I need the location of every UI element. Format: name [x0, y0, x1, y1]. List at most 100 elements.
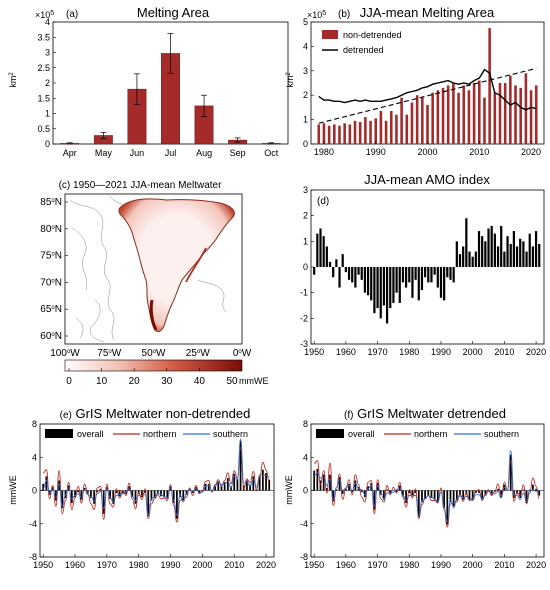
overall-bar-1994 [452, 490, 455, 507]
overall-bar-1968 [370, 483, 373, 491]
amo-bar-1982 [414, 267, 417, 280]
overall-bar-2003 [481, 490, 484, 500]
bar-2018 [519, 87, 522, 144]
overall-bar-1993 [449, 490, 452, 503]
overall-bar-2014 [246, 480, 248, 491]
panel-d-x-tick-label: 1950 [304, 347, 324, 357]
bar-1990 [374, 118, 378, 144]
bar-1996 [405, 114, 409, 144]
overall-bar-2007 [223, 482, 226, 491]
amo-bar-1967 [366, 267, 370, 296]
panel-f-yticks: -8 -4 0 4 8 [300, 419, 314, 562]
overall-bar-1978 [402, 490, 404, 497]
amo-bar-2015 [519, 238, 522, 267]
x-tick-label-sep: Sep [230, 148, 246, 158]
amo-bar-1996 [458, 254, 462, 267]
bar-1995 [400, 97, 403, 144]
overall-bar-1950 [42, 483, 45, 491]
overall-bar-1976 [395, 490, 398, 493]
overall-bar-1951 [316, 468, 319, 491]
panel-a-bars [60, 33, 281, 145]
panel-b-y-tick-label: 0 [303, 139, 308, 149]
longitude-label-50: 50oW [142, 348, 166, 359]
panel-b-y-tick-label: 1 [303, 115, 308, 125]
colorbar-ticks: 0 10 20 30 40 50 [66, 368, 238, 387]
bar-1979 [317, 124, 321, 144]
panel-e-x-tick-label: 1960 [65, 560, 85, 570]
x-tick-label-jun: Jun [130, 148, 145, 158]
colorbar-tick-label: 0 [66, 376, 72, 387]
panel-c-meltwater-map: (c) 1950—2021 JJA-mean Meltwater 60oN 65o… [40, 180, 268, 387]
panel-b-x-tick-label: 2020 [521, 147, 541, 157]
overall-bar-1960 [74, 490, 76, 498]
bar-2009 [472, 83, 476, 144]
x-tick-label-apr: Apr [63, 148, 77, 158]
overall-bar-1999 [468, 490, 471, 501]
panel-a-y-tick-label: 2 [45, 78, 50, 88]
panel-a-melting-area: Melting Area (a) ×105 km2 0 0.5 1 1.5 2 2.5 3 3… [8, 5, 289, 158]
colorbar-tick-label: 20 [129, 376, 141, 387]
panel-e-x-tick-label: 2000 [192, 560, 212, 570]
panel-b-y-tick-label: 4 [303, 41, 308, 51]
overall-bar-2019 [261, 469, 264, 491]
panel-f-x-tick-label: 2020 [526, 560, 546, 570]
panel-c-latitude-ticks: 60oN 65oN 70oN 75oN 80oN 85oN [40, 197, 68, 342]
overall-bar-1988 [433, 490, 436, 500]
panel-e-x-tick-label: 2010 [224, 560, 244, 570]
amo-bar-1987 [430, 267, 433, 283]
overall-bar-1986 [427, 490, 430, 496]
overall-bar-1980 [408, 490, 411, 493]
overall-bar-1973 [386, 489, 388, 491]
panel-a-ylabel: km2 [8, 72, 18, 88]
overall-bar-1970 [376, 483, 379, 491]
panel-a-y-tick-label: 3.5 [37, 32, 50, 42]
greenland-landmass [118, 198, 235, 333]
overall-bar-2016 [252, 476, 255, 491]
panel-d-x-tick-label: 2010 [494, 347, 514, 357]
latitude-label-75: 75oN [40, 251, 62, 262]
panel-a-exponent: ×105 [35, 10, 54, 21]
panel-a-y-tick-label: 4 [45, 17, 50, 27]
legend-label-northern: northern [143, 429, 177, 439]
amo-bar-1990 [439, 267, 443, 298]
overall-bar-1983 [147, 490, 150, 517]
overall-bar-2004 [214, 485, 216, 491]
bar-1986 [353, 120, 357, 144]
panel-d-y-tick-label: 2 [303, 211, 308, 221]
legend-label-southern: southern [484, 429, 519, 439]
hemisphere-n: N [55, 331, 62, 342]
amo-bar-2018 [528, 233, 531, 267]
panel-b-yticks: 0 1 2 3 4 5 [303, 17, 314, 149]
amo-bar-1963 [354, 267, 357, 288]
panel-f-y-tick-label: 8 [303, 419, 308, 429]
bar-2002 [436, 90, 440, 144]
colorbar-tick-label: 40 [194, 376, 206, 387]
latitude-label-70: 70oN [40, 277, 62, 288]
hemisphere-w: W [112, 348, 122, 359]
overall-bar-1981 [411, 490, 414, 497]
degree-symbol: o [238, 349, 242, 355]
degree-symbol: o [51, 332, 55, 338]
trend-line [318, 67, 537, 124]
bar-2017 [514, 85, 517, 144]
degree-symbol: o [67, 349, 71, 355]
amo-bar-1995 [455, 241, 458, 267]
amo-bar-1989 [436, 267, 439, 288]
panel-b-y-tick-label: 3 [303, 66, 308, 76]
panel-d-y-tick-label: 0 [303, 262, 308, 272]
amo-bar-1962 [351, 267, 354, 283]
amo-bar-1976 [395, 267, 398, 293]
legend-swatch-overall [45, 429, 73, 438]
panel-b-jja-melting-area: JJA-mean Melting Area (b) ×105 km2 0 1 2 3 4… [285, 5, 545, 157]
overall-bar-1961 [77, 490, 80, 493]
amo-bar-2005 [487, 228, 490, 267]
overall-bar-1973 [115, 490, 118, 493]
bar-1982 [333, 124, 336, 144]
amo-bar-2011 [506, 236, 509, 267]
amo-bar-1977 [398, 267, 401, 303]
amo-bar-1971 [379, 267, 382, 319]
overall-bar-1999 [198, 490, 201, 493]
amo-bar-2017 [525, 251, 528, 267]
overall-bar-2017 [525, 490, 528, 503]
overall-bar-2021 [268, 479, 271, 491]
